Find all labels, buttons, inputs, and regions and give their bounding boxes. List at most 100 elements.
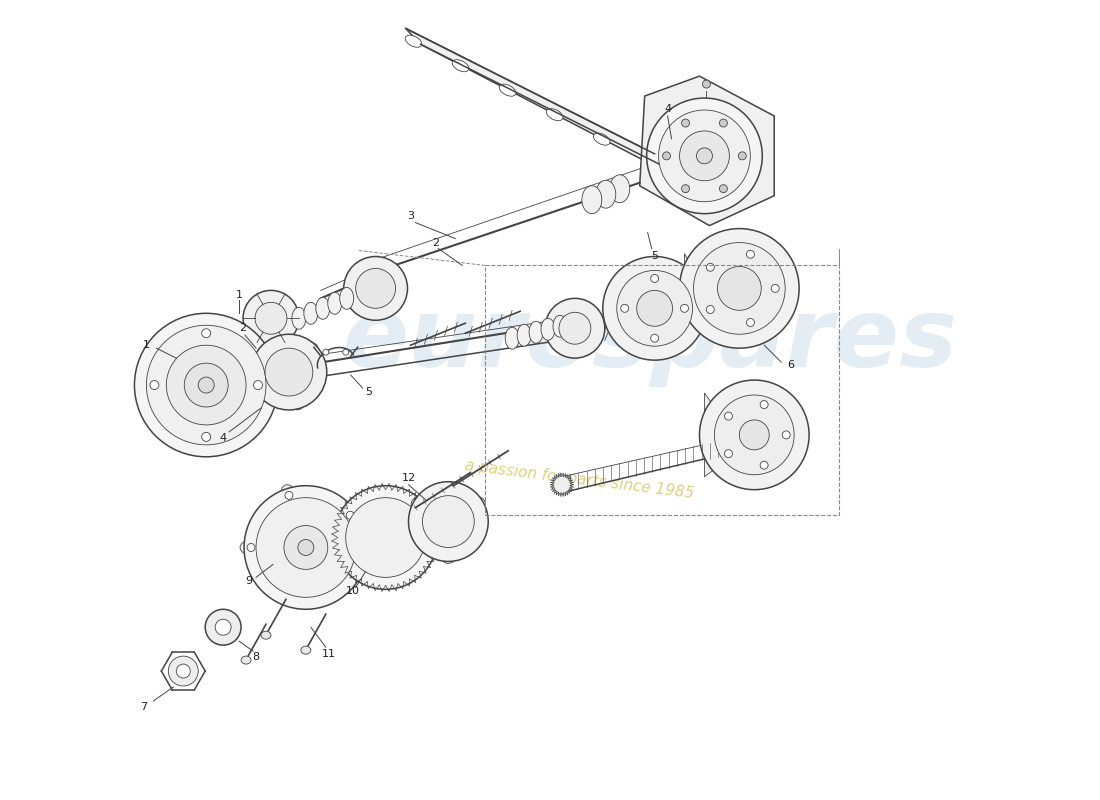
Circle shape (681, 304, 689, 312)
Text: 12: 12 (402, 473, 416, 482)
Circle shape (248, 543, 255, 551)
Text: 11: 11 (322, 649, 335, 659)
Circle shape (322, 349, 329, 355)
Circle shape (298, 539, 314, 555)
Circle shape (206, 610, 241, 645)
Circle shape (771, 285, 779, 292)
Circle shape (134, 314, 278, 457)
Ellipse shape (405, 35, 421, 47)
Circle shape (706, 306, 714, 314)
Ellipse shape (553, 315, 566, 338)
Circle shape (725, 412, 733, 420)
Polygon shape (704, 393, 735, 477)
Text: 5: 5 (365, 387, 372, 397)
Circle shape (782, 431, 790, 439)
Polygon shape (640, 76, 774, 226)
Ellipse shape (340, 287, 354, 310)
Circle shape (146, 326, 266, 445)
Circle shape (422, 496, 474, 547)
Text: 4: 4 (664, 104, 671, 114)
Ellipse shape (328, 292, 342, 314)
Circle shape (343, 349, 349, 355)
Ellipse shape (316, 298, 330, 319)
Ellipse shape (582, 186, 602, 214)
Circle shape (346, 511, 354, 519)
Circle shape (719, 119, 727, 127)
Ellipse shape (304, 302, 318, 324)
Circle shape (284, 526, 328, 570)
Ellipse shape (439, 535, 459, 563)
Circle shape (408, 482, 488, 562)
Text: 8: 8 (253, 652, 260, 662)
Circle shape (251, 334, 327, 410)
Circle shape (255, 302, 287, 334)
Ellipse shape (241, 656, 251, 664)
Circle shape (650, 274, 659, 282)
Circle shape (355, 269, 396, 308)
Circle shape (201, 329, 211, 338)
Text: 4: 4 (220, 433, 227, 443)
Ellipse shape (240, 540, 262, 555)
Ellipse shape (292, 307, 306, 330)
Ellipse shape (411, 497, 438, 518)
Ellipse shape (340, 506, 360, 524)
Ellipse shape (280, 485, 297, 506)
Circle shape (680, 229, 799, 348)
Circle shape (620, 304, 629, 312)
Circle shape (150, 381, 158, 390)
Circle shape (706, 263, 714, 271)
Circle shape (265, 348, 312, 396)
Circle shape (738, 152, 746, 160)
Circle shape (243, 290, 299, 346)
Circle shape (256, 498, 355, 598)
Text: 3: 3 (407, 210, 414, 221)
Circle shape (760, 401, 768, 409)
Ellipse shape (460, 497, 485, 518)
Circle shape (693, 242, 785, 334)
Circle shape (647, 98, 762, 214)
Circle shape (717, 266, 761, 310)
Circle shape (201, 432, 211, 442)
Polygon shape (406, 28, 670, 174)
Text: 7: 7 (140, 702, 147, 712)
Text: 1: 1 (143, 340, 150, 350)
Circle shape (700, 380, 810, 490)
Circle shape (333, 486, 438, 590)
Ellipse shape (541, 318, 556, 340)
Circle shape (166, 345, 246, 425)
Ellipse shape (593, 133, 611, 145)
Circle shape (244, 486, 367, 610)
Text: 10: 10 (345, 586, 360, 596)
Circle shape (603, 257, 706, 360)
Ellipse shape (505, 327, 519, 349)
Ellipse shape (452, 60, 469, 72)
Ellipse shape (301, 646, 311, 654)
Ellipse shape (251, 357, 273, 373)
Circle shape (739, 420, 769, 450)
Circle shape (747, 250, 755, 258)
Circle shape (168, 656, 198, 686)
Circle shape (682, 119, 690, 127)
Text: eurospares: eurospares (342, 294, 957, 386)
Circle shape (703, 80, 711, 88)
Polygon shape (550, 473, 574, 497)
Text: a passion for parts since 1985: a passion for parts since 1985 (464, 458, 695, 502)
Text: 5: 5 (651, 250, 658, 261)
Text: 1: 1 (235, 290, 243, 300)
Ellipse shape (299, 342, 318, 362)
Circle shape (285, 491, 293, 499)
Circle shape (659, 110, 750, 202)
Circle shape (650, 334, 659, 342)
Circle shape (637, 290, 672, 326)
Circle shape (198, 377, 214, 393)
Circle shape (544, 298, 605, 358)
Ellipse shape (261, 631, 271, 639)
Text: 6: 6 (788, 360, 794, 370)
Circle shape (559, 312, 591, 344)
Ellipse shape (288, 388, 305, 410)
Circle shape (682, 185, 690, 193)
Ellipse shape (547, 109, 563, 121)
Circle shape (680, 131, 729, 181)
Circle shape (714, 395, 794, 474)
Circle shape (696, 148, 713, 164)
